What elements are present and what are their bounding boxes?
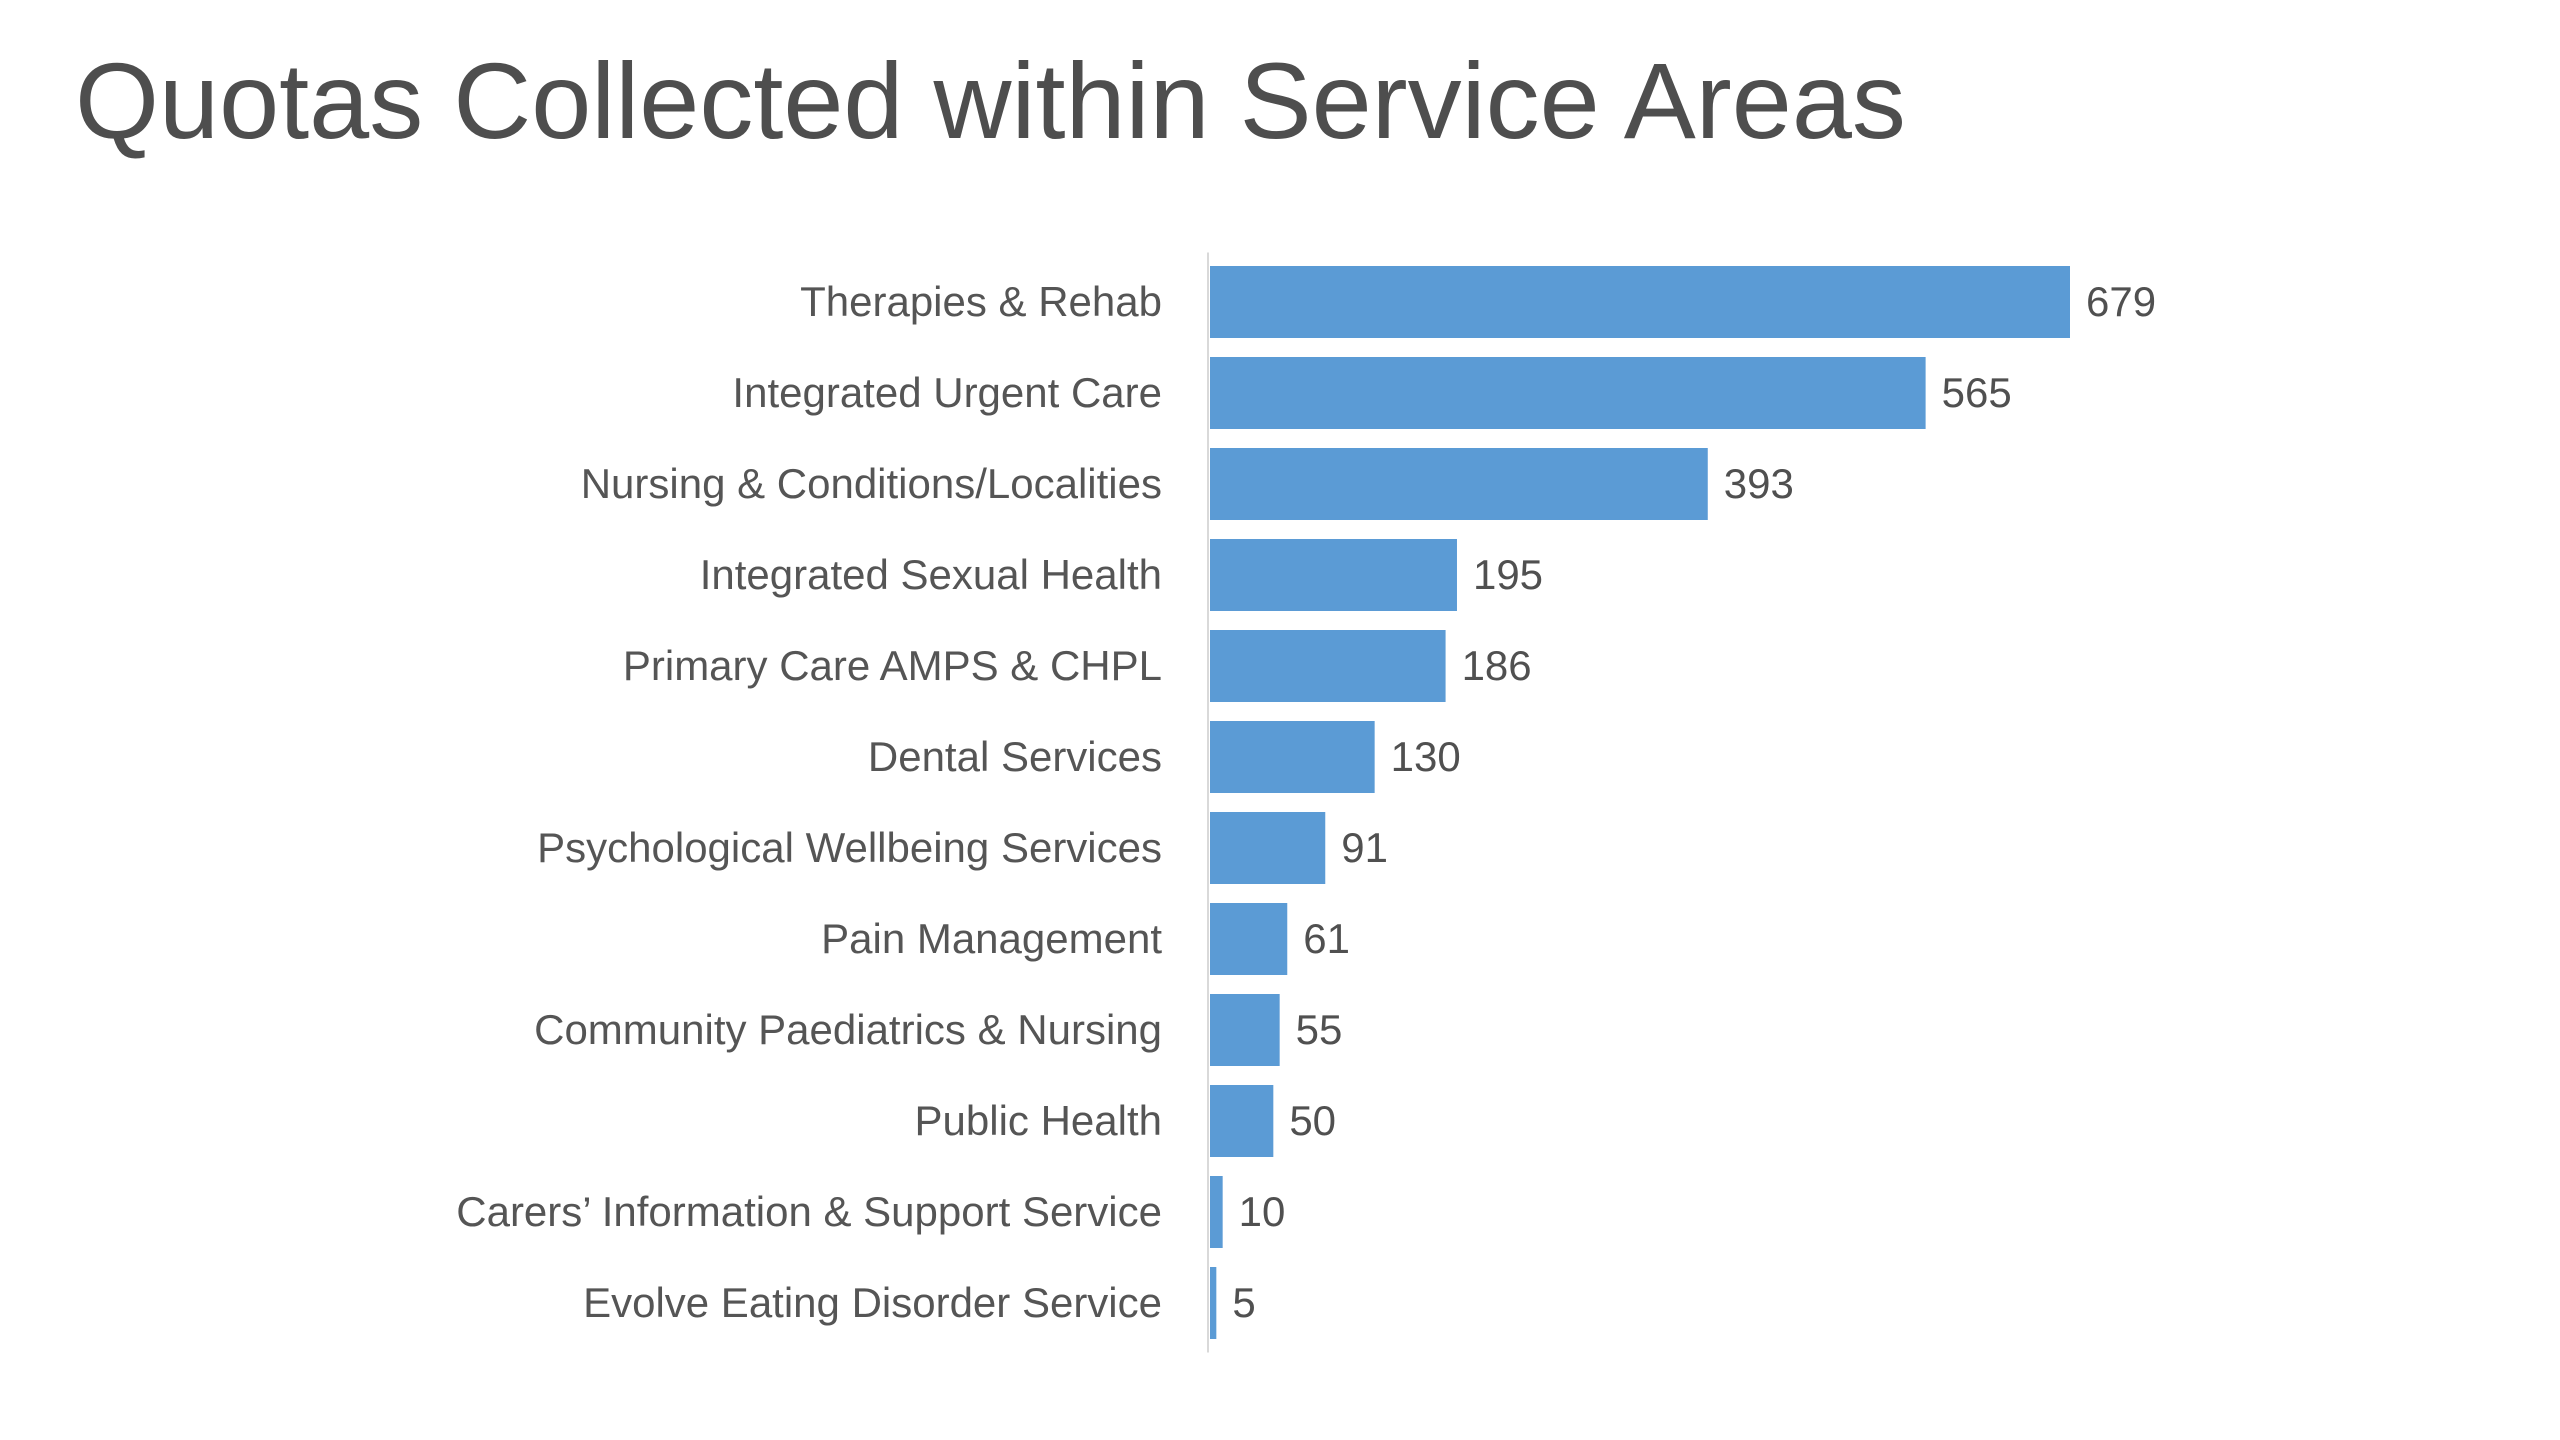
category-label: Pain Management bbox=[821, 915, 1162, 962]
bar bbox=[1210, 1176, 1223, 1248]
bar bbox=[1210, 1267, 1217, 1339]
data-label: 393 bbox=[1724, 460, 1794, 507]
chart-title: Quotas Collected within Service Areas bbox=[75, 40, 1906, 161]
data-label: 5 bbox=[1232, 1279, 1255, 1326]
category-label: Therapies & Rehab bbox=[800, 278, 1162, 325]
bar bbox=[1210, 903, 1288, 975]
category-label: Evolve Eating Disorder Service bbox=[583, 1279, 1162, 1326]
bar bbox=[1210, 539, 1457, 611]
data-label: 186 bbox=[1462, 642, 1532, 689]
data-label: 61 bbox=[1303, 915, 1350, 962]
bar bbox=[1210, 266, 2070, 338]
bar bbox=[1210, 1085, 1274, 1157]
bar bbox=[1210, 812, 1326, 884]
category-label: Nursing & Conditions/Localities bbox=[581, 460, 1162, 507]
bar bbox=[1210, 357, 1926, 429]
bar bbox=[1210, 630, 1446, 702]
category-label: Public Health bbox=[915, 1097, 1162, 1144]
data-label: 91 bbox=[1341, 824, 1388, 871]
category-label: Primary Care AMPS & CHPL bbox=[623, 642, 1162, 689]
category-label: Community Paediatrics & Nursing bbox=[534, 1006, 1162, 1053]
data-label: 50 bbox=[1289, 1097, 1336, 1144]
data-label: 565 bbox=[1942, 369, 2012, 416]
data-label: 10 bbox=[1239, 1188, 1286, 1235]
category-label: Carers’ Information & Support Service bbox=[456, 1188, 1162, 1235]
data-label: 55 bbox=[1296, 1006, 1343, 1053]
data-label: 679 bbox=[2086, 278, 2156, 325]
bar bbox=[1210, 448, 1708, 520]
bar bbox=[1210, 721, 1375, 793]
data-label: 195 bbox=[1473, 551, 1543, 598]
category-label: Dental Services bbox=[868, 733, 1162, 780]
category-label: Integrated Sexual Health bbox=[700, 551, 1162, 598]
category-label: Integrated Urgent Care bbox=[732, 369, 1162, 416]
category-label: Psychological Wellbeing Services bbox=[537, 824, 1162, 871]
bar bbox=[1210, 994, 1280, 1066]
data-label: 130 bbox=[1391, 733, 1461, 780]
